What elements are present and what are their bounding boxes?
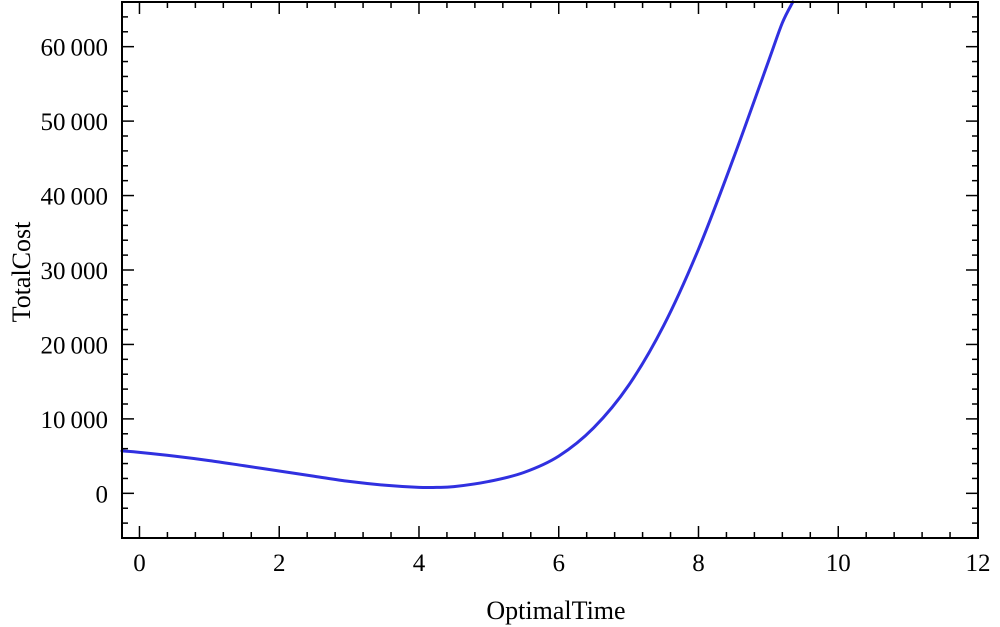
y-tick-label: 50 000 [40,109,108,136]
y-tick-label: 60 000 [40,35,108,62]
y-tick-label: 10 000 [40,407,108,434]
x-tick-label: 8 [692,550,705,577]
y-tick-label: 40 000 [40,184,108,211]
x-tick-label: 12 [966,550,991,577]
tick-labels: 0 2 4 6 8 10 12 0 10 000 20 000 30 000 40 000 50 000… [40,35,990,577]
x-tick-label: 6 [552,550,565,577]
x-axis-title: OptimalTime [486,596,625,625]
y-axis-title: TotalCost [7,221,36,323]
x-tick-label: 4 [413,550,426,577]
x-tick-label: 10 [826,550,851,577]
plot-frame [121,1,979,539]
y-tick-label: 0 [96,481,109,508]
y-tick-label: 20 000 [40,332,108,359]
y-tick-label: 30 000 [40,258,108,285]
series-line [120,0,795,490]
x-tick-label: 0 [133,550,146,577]
x-tick-label: 2 [273,550,286,577]
